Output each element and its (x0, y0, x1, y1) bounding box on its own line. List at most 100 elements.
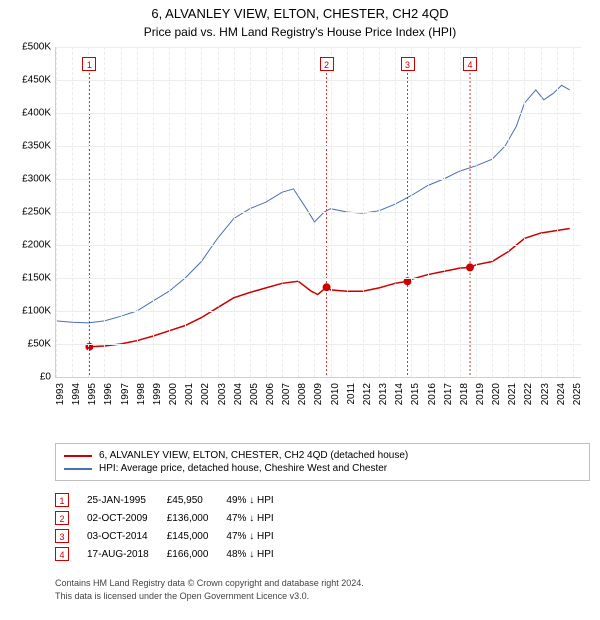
gridline (524, 47, 525, 377)
x-axis-label: 2019 (475, 383, 486, 405)
gridline (363, 47, 364, 377)
sale-date: 25-JAN-1995 (87, 491, 167, 509)
y-axis-label: £200K (11, 240, 51, 251)
table-row: 417-AUG-2018£166,00048% ↓ HPI (55, 545, 292, 563)
marker-box: 2 (55, 511, 69, 525)
x-axis-label: 2011 (346, 383, 357, 405)
gridline (137, 47, 138, 377)
y-axis-label: £150K (11, 273, 51, 284)
gridline (104, 47, 105, 377)
gridline (185, 47, 186, 377)
x-axis-label: 2012 (362, 383, 373, 405)
footer-line: This data is licensed under the Open Gov… (55, 590, 590, 603)
gridline (411, 47, 412, 377)
sale-date: 03-OCT-2014 (87, 527, 167, 545)
gridline (72, 47, 73, 377)
x-axis-label: 2013 (378, 383, 389, 405)
marker-box: 3 (55, 529, 69, 543)
marker-box: 3 (401, 57, 415, 71)
gridline (218, 47, 219, 377)
x-axis-label: 2023 (540, 383, 551, 405)
gridline (56, 179, 581, 180)
gridline (56, 245, 581, 246)
y-axis-label: £300K (11, 174, 51, 185)
marker-box: 1 (82, 57, 96, 71)
gridline (121, 47, 122, 377)
gridline (508, 47, 509, 377)
gridline (56, 113, 581, 114)
x-axis-label: 2008 (297, 383, 308, 405)
gridline (476, 47, 477, 377)
footer-line: Contains HM Land Registry data © Crown c… (55, 577, 590, 590)
gridline (266, 47, 267, 377)
gridline (460, 47, 461, 377)
legend-swatch (64, 455, 92, 457)
sale-date: 17-AUG-2018 (87, 545, 167, 563)
y-axis-label: £50K (11, 339, 51, 350)
legend-label: HPI: Average price, detached house, Ches… (99, 463, 387, 474)
marker-box: 4 (55, 547, 69, 561)
gridline (56, 146, 581, 147)
gridline (557, 47, 558, 377)
gridline (541, 47, 542, 377)
gridline (56, 344, 581, 345)
table-row: 125-JAN-1995£45,95049% ↓ HPI (55, 491, 292, 509)
x-axis-label: 2018 (459, 383, 470, 405)
marker-box: 1 (55, 493, 69, 507)
y-axis-label: £250K (11, 207, 51, 218)
x-axis-label: 1993 (55, 383, 66, 405)
y-axis-label: £450K (11, 75, 51, 86)
sale-price: £136,000 (167, 509, 227, 527)
legend: 6, ALVANLEY VIEW, ELTON, CHESTER, CH2 4Q… (55, 443, 590, 481)
gridline (56, 212, 581, 213)
gridline (347, 47, 348, 377)
gridline (201, 47, 202, 377)
gridline (282, 47, 283, 377)
page-title: 6, ALVANLEY VIEW, ELTON, CHESTER, CH2 4Q… (0, 0, 600, 21)
sale-vs-hpi: 48% ↓ HPI (226, 545, 291, 563)
y-axis-label: £350K (11, 141, 51, 152)
gridline (573, 47, 574, 377)
x-axis-label: 2020 (491, 383, 502, 405)
x-axis-label: 2025 (572, 383, 583, 405)
gridline (298, 47, 299, 377)
x-axis-label: 1999 (152, 383, 163, 405)
sale-vs-hpi: 47% ↓ HPI (226, 509, 291, 527)
gridline (56, 47, 57, 377)
gridline (88, 47, 89, 377)
gridline (56, 311, 581, 312)
x-axis-label: 1995 (87, 383, 98, 405)
sale-date: 02-OCT-2009 (87, 509, 167, 527)
gridline (395, 47, 396, 377)
gridline (379, 47, 380, 377)
x-axis-label: 2001 (184, 383, 195, 405)
gridline (492, 47, 493, 377)
gridline (153, 47, 154, 377)
y-axis-label: £500K (11, 42, 51, 53)
gridline (250, 47, 251, 377)
table-row: 303-OCT-2014£145,00047% ↓ HPI (55, 527, 292, 545)
x-axis-label: 2017 (443, 383, 454, 405)
sale-price: £145,000 (167, 527, 227, 545)
x-axis-label: 1997 (120, 383, 131, 405)
gridline (56, 278, 581, 279)
legend-label: 6, ALVANLEY VIEW, ELTON, CHESTER, CH2 4Q… (99, 450, 408, 461)
legend-swatch (64, 468, 92, 470)
x-axis-labels: 1993199419951996199719981999200020012002… (55, 378, 580, 433)
x-axis-label: 2000 (168, 383, 179, 405)
x-axis-label: 2007 (281, 383, 292, 405)
table-row: 2 02-OCT-2009£136,00047% ↓ HPI (55, 509, 292, 527)
x-axis-label: 2022 (523, 383, 534, 405)
x-axis-label: 2024 (556, 383, 567, 405)
x-axis-label: 2002 (200, 383, 211, 405)
x-axis-label: 2006 (265, 383, 276, 405)
x-axis-label: 2021 (507, 383, 518, 405)
x-axis-label: 2015 (410, 383, 421, 405)
sales-table: 125-JAN-1995£45,95049% ↓ HPI202-OCT-2009… (55, 491, 590, 563)
y-axis-label: £0 (11, 372, 51, 383)
gridline (56, 80, 581, 81)
legend-item: 6, ALVANLEY VIEW, ELTON, CHESTER, CH2 4Q… (64, 449, 581, 462)
x-axis-label: 2003 (217, 383, 228, 405)
gridline (314, 47, 315, 377)
gridline (56, 47, 581, 48)
